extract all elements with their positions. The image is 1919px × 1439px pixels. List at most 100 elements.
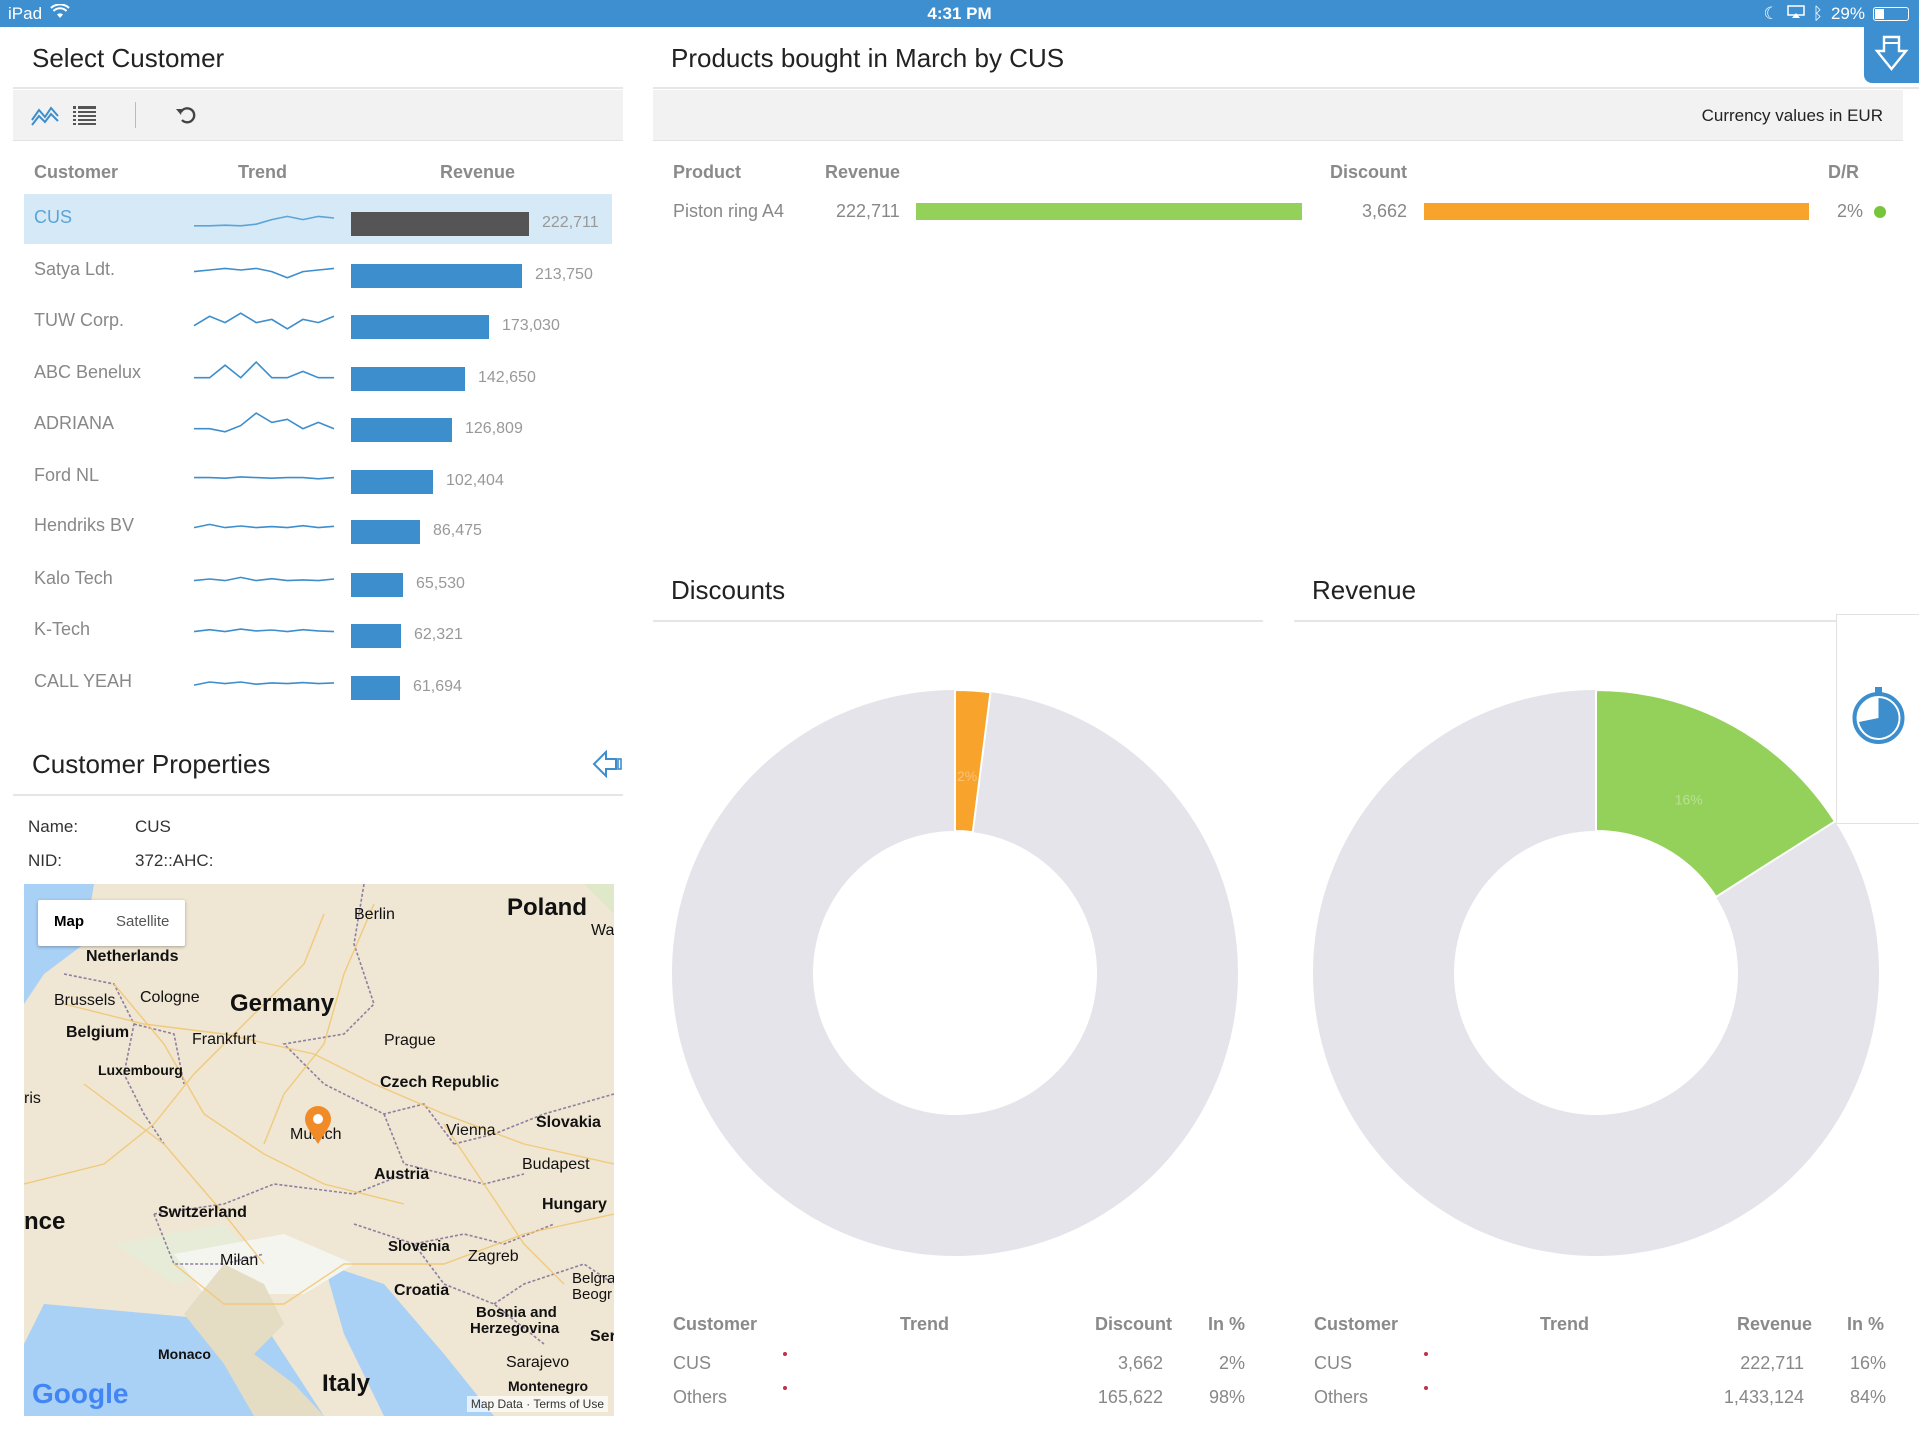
customer-trend-sparkline (193, 681, 335, 686)
sparkline-path (193, 267, 335, 279)
customer-name: CALL YEAH (34, 671, 133, 691)
rev-col-pct: In % (1847, 1314, 1885, 1334)
sparkline-path (194, 476, 335, 480)
download-tab[interactable] (1864, 27, 1919, 83)
map-label: Montenegro (508, 1378, 589, 1394)
chart-view-icon[interactable] (29, 100, 61, 130)
customer-revenue-bar (351, 520, 420, 544)
col-trend: Trend (238, 162, 288, 182)
customer-revenue-bar (351, 676, 400, 700)
customer-trend-sparkline (193, 576, 335, 582)
battery-icon (1873, 7, 1909, 21)
product-name: Piston ring A4 (673, 201, 785, 221)
customer-revenue-value: 86,475 (433, 522, 482, 539)
map-toggle-map[interactable]: Map (54, 913, 84, 930)
map-label: Belgium (66, 1024, 130, 1041)
revenue-donut-chart[interactable]: 16% (1313, 690, 1879, 1256)
map-toggle-satellite[interactable]: Satellite (116, 913, 170, 930)
location-map[interactable]: Map Satellite Poland Wa Berlin Netherlan… (24, 884, 614, 1416)
map-footer: Map Data · Terms of Use (466, 1396, 608, 1412)
currency-bar: Currency values in EUR (653, 90, 1903, 141)
terms-link[interactable]: Terms of Use (533, 1397, 604, 1411)
customer-revenue-bar (351, 212, 529, 236)
legend-trend-dot (1424, 1386, 1428, 1390)
customer-revenue-value: 213,750 (535, 266, 593, 283)
map-label: Czech Republic (380, 1074, 500, 1091)
customer-trend-sparkline (194, 360, 334, 379)
customer-name: Hendriks BV (34, 515, 135, 535)
customer-row[interactable]: CALL YEAH 61,694 (24, 658, 612, 708)
customer-revenue-bar (351, 470, 433, 494)
donut-slice-label: 2% (957, 768, 977, 784)
google-logo: Google (32, 1378, 129, 1409)
customer-trend-sparkline (194, 215, 335, 227)
prod-col-dr: D/R (1828, 162, 1859, 182)
customer-revenue-bar (351, 624, 401, 648)
product-revenue: 222,711 (836, 201, 900, 221)
legend-customer: CUS (673, 1353, 712, 1373)
map-label: Belgra (572, 1270, 614, 1287)
customer-row[interactable]: K-Tech 62,321 (24, 606, 612, 656)
map-label: Beogr (572, 1286, 613, 1303)
discounts-donut-chart[interactable]: 2% (672, 690, 1238, 1256)
col-revenue: Revenue (440, 162, 516, 182)
legend-value: 1,433,124 (1723, 1387, 1804, 1407)
collapse-left-icon[interactable] (590, 748, 624, 785)
customer-revenue-bar (351, 418, 452, 442)
customer-trend-sparkline (193, 312, 335, 330)
map-label: Ser (590, 1328, 614, 1345)
map-label: Austria (374, 1166, 430, 1183)
revenue-title: Revenue (1312, 575, 1417, 605)
customer-row[interactable]: Kalo Tech 65,530 (24, 555, 612, 605)
map-label: Bosnia and (476, 1304, 557, 1321)
map-label: Luxembourg (98, 1062, 183, 1078)
disc-col-trend: Trend (900, 1314, 950, 1334)
customer-toolbar (13, 90, 623, 141)
customer-name: Ford NL (34, 465, 100, 485)
customer-row[interactable]: TUW Corp. 173,030 (24, 297, 612, 347)
customer-revenue-bar (351, 573, 403, 597)
donut-cus-slice (954, 690, 992, 834)
dr-status-dot (1874, 206, 1886, 218)
map-terrain (24, 884, 614, 1416)
legend-customer: CUS (1314, 1353, 1353, 1373)
map-label: Hungary (542, 1196, 607, 1213)
legend-customer: Others (1314, 1387, 1369, 1407)
prod-col-revenue: Revenue (825, 162, 901, 182)
map-data-link[interactable]: Map Data (470, 1397, 523, 1411)
customer-row[interactable]: ADRIANA 126,809 (24, 400, 612, 450)
map-label: Italy (322, 1370, 371, 1397)
sparkline-path (193, 576, 335, 582)
status-bar: iPad 4:31 PM ☾ ᛒ 29% (0, 0, 1919, 27)
download-icon (1874, 35, 1909, 71)
customer-row[interactable]: Hendriks BV 86,475 (24, 502, 612, 552)
donut-slice-label: 16% (1675, 791, 1703, 807)
customer-name: Satya Ldt. (34, 259, 116, 279)
map-label: Herzegovina (470, 1320, 560, 1337)
customer-revenue-value: 62,321 (414, 626, 463, 643)
legend-percent: 98% (1208, 1387, 1245, 1407)
customer-row[interactable]: Ford NL 102,404 (24, 452, 612, 502)
customer-revenue-value: 173,030 (502, 317, 560, 334)
list-view-icon[interactable] (69, 100, 101, 130)
map-label: Slovakia (536, 1114, 601, 1131)
customer-row[interactable]: CUS 222,711 (24, 194, 612, 244)
sparkline-path (193, 312, 335, 330)
customer-row[interactable]: ABC Benelux 142,650 (24, 349, 612, 399)
toolbar-separator (135, 102, 136, 128)
customer-revenue-bar (351, 315, 489, 339)
map-label: Budapest (522, 1156, 590, 1173)
prod-col-discount: Discount (1330, 162, 1408, 182)
disc-col-customer: Customer (673, 1314, 758, 1334)
sparkline-path (194, 215, 335, 227)
airplay-icon (1787, 4, 1805, 24)
customer-row[interactable]: Satya Ldt. 213,750 (24, 246, 612, 296)
customer-revenue-value: 142,650 (478, 369, 536, 386)
refresh-icon[interactable] (171, 100, 203, 130)
timer-tab[interactable] (1836, 614, 1919, 824)
wifi-icon (50, 3, 70, 24)
customer-revenue-value: 61,694 (413, 678, 462, 695)
map-label: Wa (591, 922, 614, 939)
legend-percent: 84% (1849, 1387, 1886, 1407)
customer-properties-title: Customer Properties (32, 749, 271, 779)
